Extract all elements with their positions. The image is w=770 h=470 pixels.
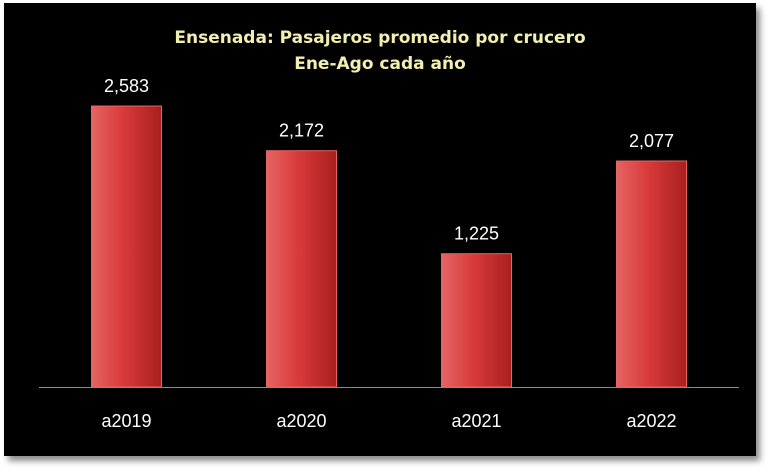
bar-chart: 2,583 2,172 1,225 2,077 a2019 a2020 a2021 a202…	[39, 76, 739, 431]
bar-a2022	[616, 160, 687, 388]
data-label-a2020: 2,172	[279, 121, 324, 141]
bar-a2019	[91, 105, 162, 388]
chart-subtitle: Ene-Ago cada año	[294, 54, 466, 74]
data-label-a2022: 2,077	[629, 131, 674, 151]
data-label-a2019: 2,583	[104, 76, 149, 96]
bars-group: 2,583 2,172 1,225 2,077	[91, 76, 687, 388]
x-tick-a2019: a2019	[101, 411, 151, 431]
chart-frame: Ensenada: Pasajeros promedio por crucero…	[4, 3, 756, 456]
bar-a2021	[441, 253, 512, 388]
x-tick-a2022: a2022	[626, 411, 676, 431]
x-tick-a2020: a2020	[276, 411, 326, 431]
data-label-a2021: 1,225	[454, 224, 499, 244]
chart-title-line: Ensenada: Pasajeros promedio por crucero	[174, 28, 586, 48]
bar-a2020	[266, 150, 337, 388]
x-tick-labels: a2019 a2020 a2021 a2022	[101, 411, 676, 431]
chart-title: Ensenada: Pasajeros promedio por crucero…	[4, 25, 756, 77]
x-tick-a2021: a2021	[451, 411, 501, 431]
